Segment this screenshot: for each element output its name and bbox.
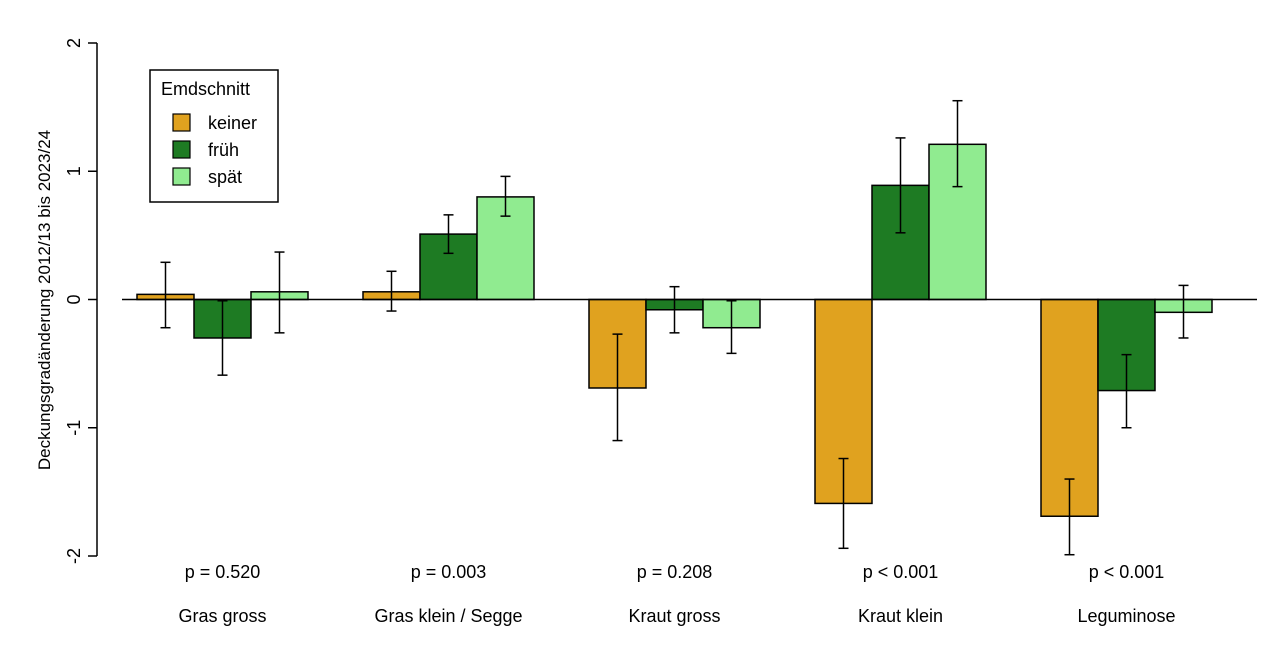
legend-items: keiner früh spät xyxy=(172,113,257,187)
legend: Emdschnitt keiner früh spät xyxy=(149,69,279,203)
p-value-labels: p = 0.520 p = 0.003 p = 0.208 p < 0.001 p < … xyxy=(185,562,1165,582)
legend-label-keiner: keiner xyxy=(208,113,257,133)
legend-swatch-früh xyxy=(172,140,191,159)
legend-label-spät: spät xyxy=(208,167,242,187)
y-tick-label: 1 xyxy=(64,166,84,176)
category-label: Leguminose xyxy=(1077,606,1175,626)
y-tick-label: -1 xyxy=(64,420,84,436)
p-value-label: p = 0.520 xyxy=(185,562,261,582)
category-labels: Gras gross Gras klein / Segge Kraut gross K… xyxy=(178,606,1175,626)
category-label: Gras klein / Segge xyxy=(374,606,522,626)
y-tick-label: 2 xyxy=(64,38,84,48)
category-label: Kraut gross xyxy=(628,606,720,626)
y-axis-label: Deckungsgradänderung 2012/13 bis 2023/24 xyxy=(35,130,54,470)
p-value-label: p < 0.001 xyxy=(863,562,939,582)
y-tick-label: -2 xyxy=(64,548,84,564)
p-value-label: p = 0.003 xyxy=(411,562,487,582)
legend-title: Emdschnitt xyxy=(161,79,250,99)
legend-box xyxy=(149,69,279,203)
p-value-label: p = 0.208 xyxy=(637,562,713,582)
p-value-label: p < 0.001 xyxy=(1089,562,1165,582)
y-tick-label: 0 xyxy=(64,294,84,304)
error-bars xyxy=(160,99,1189,556)
legend-swatch-spät xyxy=(172,167,191,186)
y-axis: -2 -1 0 1 2 xyxy=(64,38,98,564)
category-label: Gras gross xyxy=(178,606,266,626)
legend-swatch-keiner xyxy=(172,113,191,132)
category-label: Kraut klein xyxy=(858,606,943,626)
legend-label-früh: früh xyxy=(208,140,239,160)
